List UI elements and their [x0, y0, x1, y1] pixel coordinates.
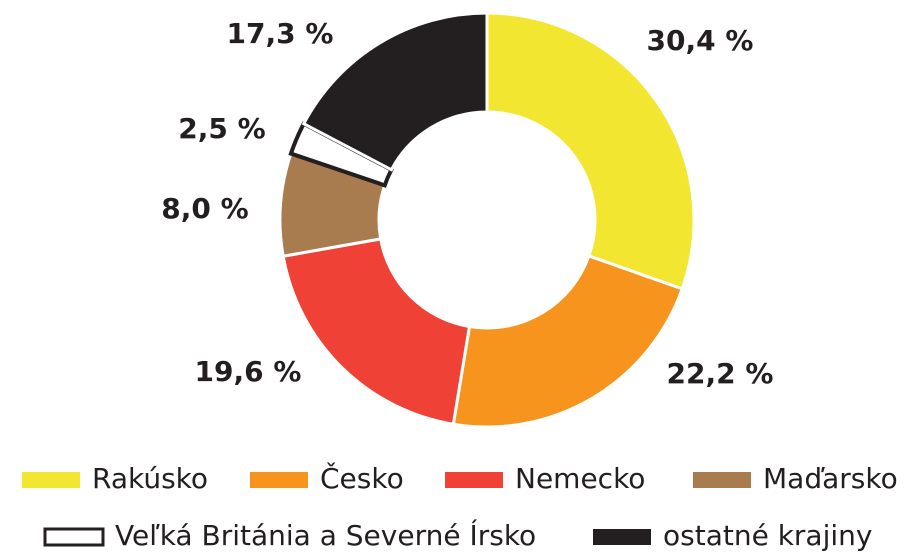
value-label: 2,5 % — [178, 112, 265, 145]
legend-swatch — [250, 472, 308, 488]
legend-label: Maďarsko — [763, 462, 898, 495]
legend-label: Veľká Británia a Severné Írsko — [115, 518, 536, 552]
legend-swatch — [445, 472, 503, 488]
legend-label: Česko — [320, 461, 404, 495]
value-label: 8,0 % — [161, 192, 248, 225]
value-label: 22,2 % — [667, 357, 774, 390]
legend-swatch — [22, 472, 80, 488]
value-label: 19,6 % — [195, 355, 302, 388]
legend-swatch — [593, 529, 651, 545]
legend-swatch — [43, 527, 105, 547]
legend-label: Nemecko — [515, 462, 645, 495]
slice — [281, 237, 472, 426]
legend-label: Rakúsko — [92, 462, 208, 495]
slice — [451, 254, 685, 429]
value-label: 17,3 % — [227, 17, 334, 50]
legend-label: ostatné krajiny — [663, 519, 872, 552]
slice — [485, 11, 696, 291]
slice — [301, 11, 489, 172]
legend-swatch — [693, 472, 751, 488]
value-label: 30,4 % — [647, 24, 754, 57]
